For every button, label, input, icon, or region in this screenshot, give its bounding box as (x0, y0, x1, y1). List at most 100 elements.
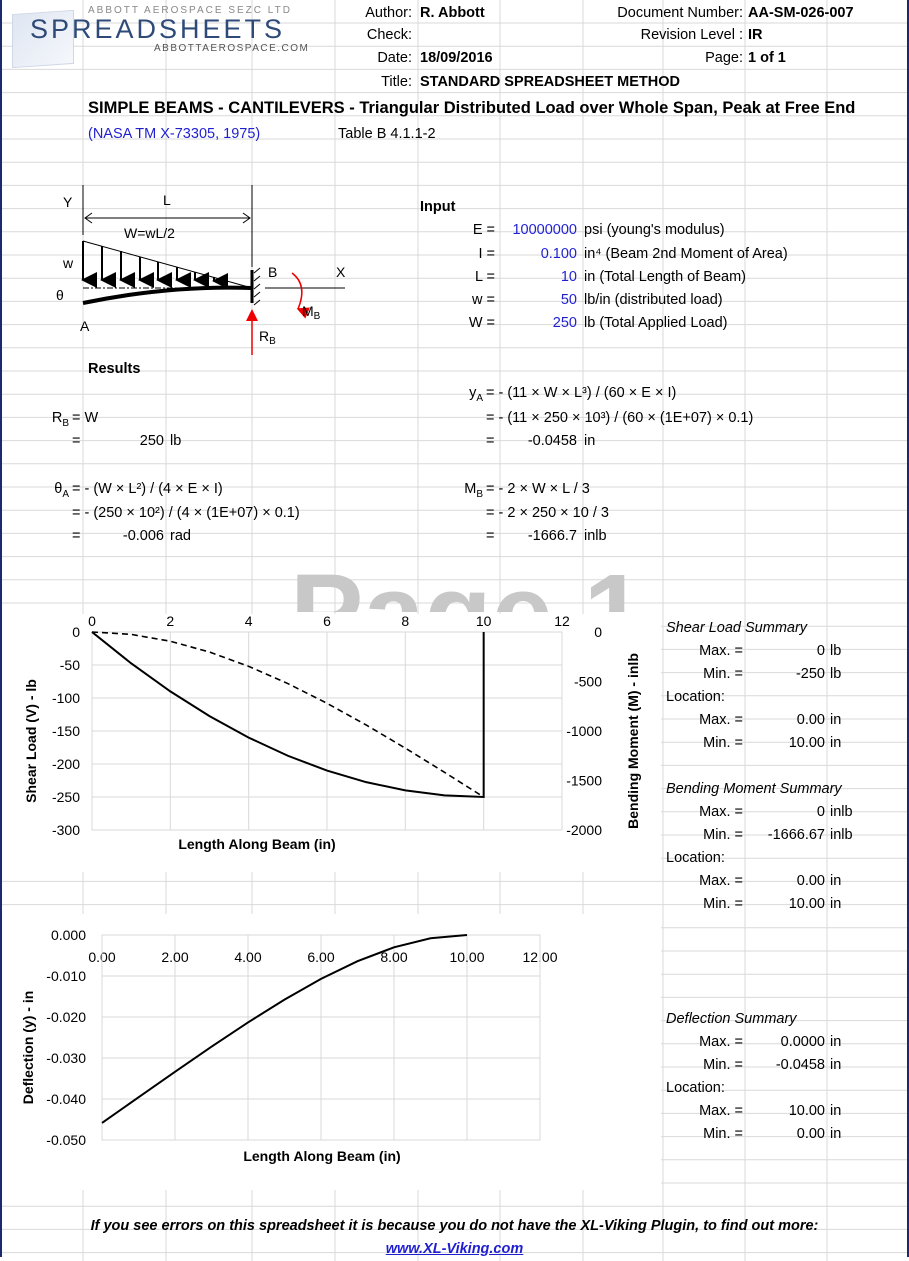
beam-diagram: Y L W=wL/2 w θ A B X MB RB (56, 185, 346, 355)
check-label: Check: (366, 27, 412, 43)
input-value: 50 (560, 292, 577, 308)
summary-label: Max. = (699, 1103, 743, 1119)
y-tick-label: -0.030 (46, 1050, 86, 1066)
revision-value: IR (748, 27, 763, 43)
input-label: L = (474, 269, 495, 285)
deflection-series-line (101, 934, 468, 1124)
summary-unit: in (830, 873, 842, 889)
summary-value: 0 (816, 804, 825, 820)
mb-value: -1666.7 (527, 528, 577, 544)
y-tick-label: 0 (72, 624, 80, 640)
rb-unit: lb (170, 433, 182, 449)
summary-unit: in (830, 1057, 842, 1073)
table-reference: Table B 4.1.1-2 (338, 126, 436, 142)
input-label: E = (472, 222, 495, 238)
x-axis-label: Length Along Beam (in) (178, 836, 335, 852)
ya-formula: = - (11 × W × L³) / (60 × E × I) (486, 385, 677, 401)
label-w: w (62, 255, 74, 271)
x-tick-label: 6.00 (307, 949, 334, 965)
label-a: A (80, 318, 90, 334)
summary-value: 0.00 (796, 1126, 825, 1142)
logo: ABBOTT AEROSPACE SEZC LTD SPREADSHEETS A… (8, 4, 318, 69)
input-label: w = (472, 292, 495, 308)
ya-eq: = (486, 433, 495, 449)
summary-title: Deflection Summary (666, 1011, 797, 1027)
label-total-load: W=wL/2 (124, 225, 175, 241)
x-tick-label: 8 (401, 614, 409, 629)
x-tick-label: 10 (476, 614, 492, 629)
mb-eq: = (486, 528, 495, 544)
x-tick-label: 10.00 (449, 949, 484, 965)
y2-tick-label: -1500 (566, 773, 602, 789)
summary-label: Min. = (703, 735, 743, 751)
rb-eq: = (72, 433, 81, 449)
x-tick-label: 12 (554, 614, 570, 629)
results-heading: Results (88, 361, 141, 377)
x-tick-label: 4.00 (234, 949, 261, 965)
input-heading: Input (420, 199, 456, 215)
input-label: W = (468, 315, 495, 331)
mb-label: MB (464, 481, 483, 500)
label-l: L (163, 192, 171, 208)
summary-label: Max. = (699, 1034, 743, 1050)
y-tick-label: -0.010 (46, 968, 86, 984)
summary-label: Max. = (699, 873, 743, 889)
summary-value: 0.0000 (780, 1034, 825, 1050)
summary-unit: in (830, 1034, 842, 1050)
theta-a-eq: = (72, 528, 81, 544)
rb-label: RB (51, 410, 69, 429)
load-arrows (81, 241, 228, 289)
summary-value: 0.00 (796, 712, 825, 728)
page-watermark: Page 1 (290, 558, 645, 612)
y-tick-label: -0.020 (46, 1009, 86, 1025)
summary-label: Min. = (703, 1126, 743, 1142)
plot-area (91, 631, 563, 831)
theta-a-formula: = - (W × L²) / (4 × E × I) (72, 481, 223, 497)
y-axis-label: Deflection (y) - in (20, 991, 36, 1105)
input-unit: psi (young's modulus) (584, 222, 725, 238)
x-tick-label: 2.00 (161, 949, 188, 965)
y-tick-label: -0.050 (46, 1132, 86, 1148)
ya-unit: in (584, 433, 596, 449)
summary-value: 10.00 (788, 735, 825, 751)
x-axis-label: Length Along Beam (in) (243, 1148, 400, 1164)
y-tick-label: -300 (52, 822, 80, 838)
page-label: Page: (705, 50, 743, 66)
main-title: SIMPLE BEAMS - CANTILEVERS - Triangular … (88, 99, 856, 117)
rb-formula: = W (72, 410, 99, 426)
summary-unit: in (830, 1126, 842, 1142)
theta-a-label: θA (54, 481, 69, 500)
reference: (NASA TM X-73305, 1975) (88, 126, 261, 142)
label-b: B (268, 264, 277, 280)
x-tick-label: 0 (88, 614, 96, 629)
x-tick-label: 4 (245, 614, 253, 629)
summary-title: Bending Moment Summary (666, 781, 842, 797)
y-tick-label: 0.000 (51, 927, 86, 943)
mb-unit: inlb (584, 528, 607, 544)
xl-viking-link[interactable]: www.XL-Viking.com (385, 1241, 524, 1257)
summary-title: Shear Load Summary (666, 620, 808, 636)
summary-value: -0.0458 (775, 1057, 825, 1073)
y2-tick-label: -2000 (566, 822, 602, 838)
shear-series-line (91, 631, 485, 799)
input-value: 250 (552, 315, 577, 331)
summary-value: 0 (816, 643, 825, 659)
logo-url: ABBOTTAEROSPACE.COM (154, 43, 310, 54)
deflected-beam (82, 285, 253, 305)
y-axis-label: Shear Load (V) - lb (23, 679, 39, 803)
shear-moment-chart: 0 2 4 6 8 10 12 0 -50 -100 -150 -200 -250 -300 0 -500 -1… (2, 613, 661, 872)
date-label: Date: (377, 50, 412, 66)
label-theta: θ (56, 287, 64, 303)
summary-unit: inlb (830, 804, 853, 820)
footer-note: If you see errors on this spreadsheet it… (90, 1218, 819, 1234)
input-unit: lb/in (distributed load) (584, 292, 723, 308)
ya-label: yA (469, 385, 483, 404)
summary-location-label: Location: (666, 689, 725, 705)
author-value: R. Abbott (420, 5, 485, 21)
y-tick-label: -150 (52, 723, 80, 739)
input-value: 10000000 (512, 222, 577, 238)
summary-label: Max. = (699, 712, 743, 728)
y-tick-label: -0.040 (46, 1091, 86, 1107)
summary-unit: lb (830, 666, 842, 682)
title-value: STANDARD SPREADSHEET METHOD (420, 74, 680, 90)
